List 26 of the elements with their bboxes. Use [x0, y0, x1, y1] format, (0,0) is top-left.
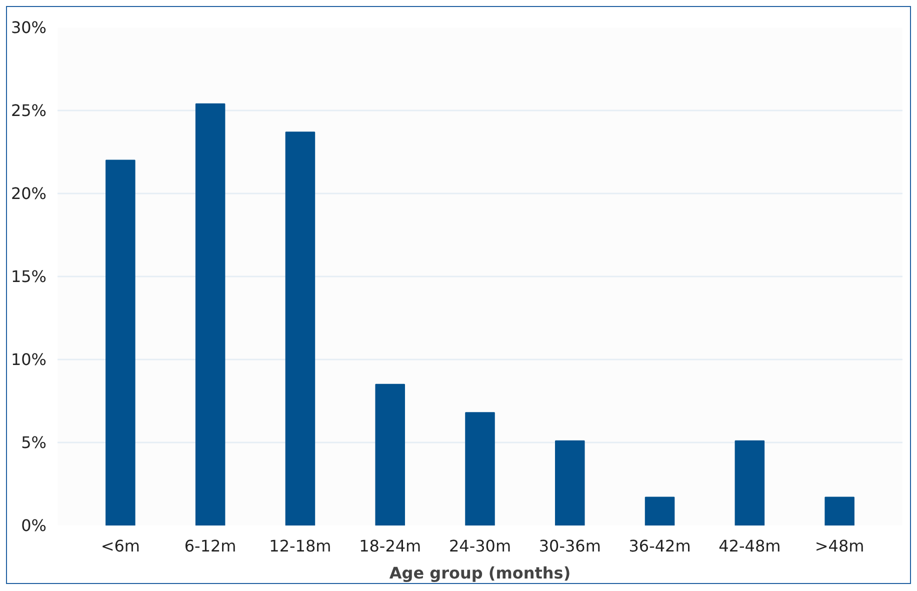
x-tick-label: 6-12m	[184, 536, 236, 556]
bar	[824, 496, 854, 526]
bar	[285, 132, 316, 526]
bar	[644, 496, 675, 526]
y-tick-label: 20%	[10, 184, 46, 203]
x-tick-label: <6m	[100, 536, 140, 556]
x-tick-label: 42-48m	[718, 536, 781, 556]
y-tick-label: 5%	[21, 433, 47, 452]
bar	[465, 412, 495, 526]
y-tick-label: 0%	[21, 516, 47, 535]
bar	[555, 440, 585, 526]
x-tick-label: 36-42m	[628, 536, 691, 556]
y-tick-label: 25%	[10, 101, 46, 120]
y-tick-label: 15%	[10, 267, 46, 286]
bar	[734, 440, 765, 526]
y-tick-label: 30%	[10, 18, 46, 37]
x-tick-label: 12-18m	[269, 536, 332, 556]
x-axis-title: Age group (months)	[389, 564, 571, 582]
bar	[195, 103, 226, 526]
x-tick-label: >48m	[814, 536, 864, 556]
x-tick-label: 30-36m	[538, 536, 601, 556]
y-tick-label: 10%	[10, 350, 46, 369]
x-tick-label: 18-24m	[359, 536, 422, 556]
x-tick-label: 24-30m	[448, 536, 512, 556]
bar	[106, 160, 136, 526]
bar	[375, 384, 405, 526]
